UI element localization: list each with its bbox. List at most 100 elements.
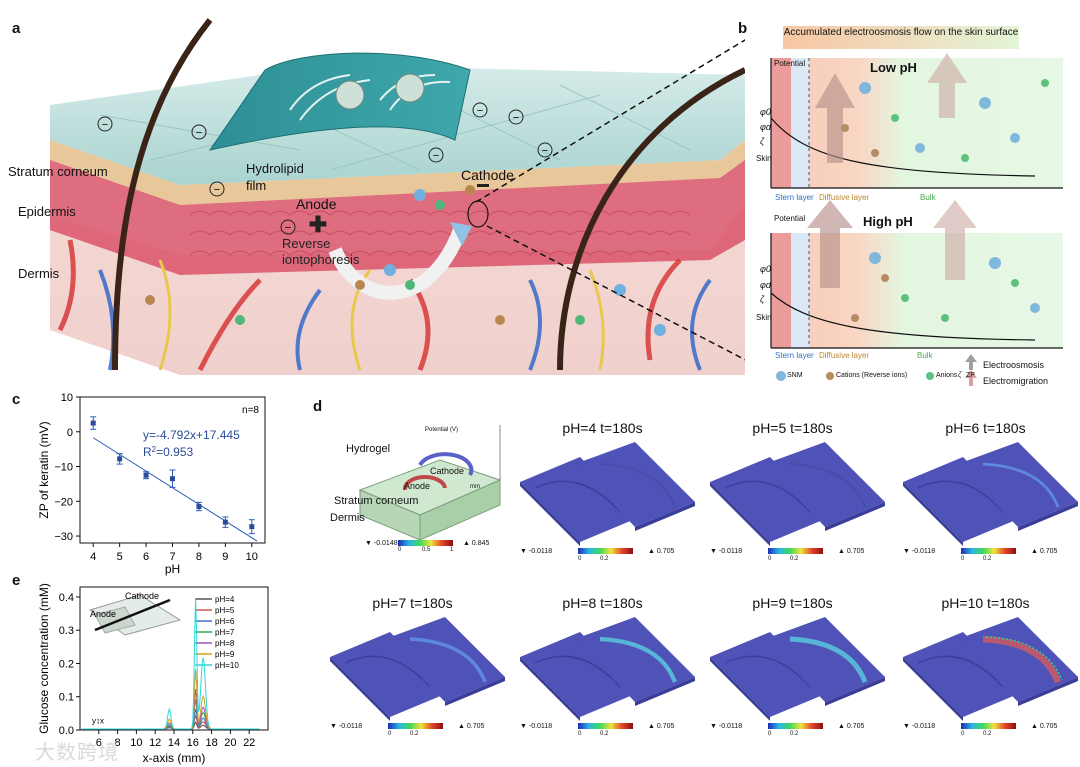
- b-high-bulk: Bulk: [917, 351, 933, 360]
- simulation-colorbar: ▼ -0.0118 0 0.2 ▲ 0.705: [330, 723, 485, 737]
- simulation-render: [520, 442, 695, 546]
- legend-label: pH=6: [215, 617, 235, 626]
- simulation-title: pH=10 t=180s: [941, 595, 1030, 611]
- charge-symbol: −: [477, 105, 483, 117]
- simulation-panel: pH=9 t=180s ▼ -0.0118 0 0.2 ▲ 0.705: [700, 595, 885, 745]
- inset-diagram: Anode Cathode: [88, 591, 182, 636]
- y-axis-title: Glucose concentration (mM): [37, 583, 51, 734]
- right-arc: [599, 636, 678, 683]
- charge-symbol: −: [513, 112, 519, 124]
- glucose-chart: 0.0 0.1 0.2 0.3 0.4 6 8 10 12 14 16 18 20 22 x-axis (m…: [37, 583, 269, 765]
- simulation-panel: pH=7 t=180s ▼ -0.0118 0 0.2 ▲ 0.705: [320, 595, 505, 745]
- simulation-panel: pH=5 t=180s ▼ -0.0118 0 0.2 ▲ 0.705: [700, 420, 885, 570]
- left-slab-edge: [330, 657, 390, 721]
- left-arc: [917, 655, 1004, 688]
- data-point: [90, 420, 96, 426]
- simulation-panel: pH=6 t=180s ▼ -0.0118 0 0.2 ▲ 0.705: [893, 420, 1078, 570]
- y-tick-label: −20: [54, 496, 73, 508]
- x-tick-label: 10: [130, 737, 142, 749]
- d-model-scale2: 1: [450, 547, 454, 553]
- left-slab: [710, 457, 830, 542]
- left-slab-edge: [520, 657, 580, 721]
- d-anode: Anode: [404, 481, 431, 491]
- data-point: [249, 524, 255, 530]
- right-arc: [409, 637, 487, 683]
- data-point: [170, 476, 175, 482]
- simulation-colorbar: ▼ -0.0118 0 0.2 ▲ 0.705: [520, 723, 675, 737]
- y-tick-label: 0.2: [59, 658, 74, 670]
- fit-line: [92, 437, 258, 542]
- x-axis-title: x-axis (mm): [143, 751, 206, 765]
- d-model-max: ▲ 0.845: [463, 540, 490, 547]
- left-slab: [903, 457, 1023, 542]
- x-tick-label: 12: [149, 737, 161, 749]
- data-point: [222, 519, 228, 525]
- y-tick-label: 0: [67, 427, 73, 439]
- simulation-title: pH=9 t=180s: [752, 595, 833, 611]
- b-low-diffusive: Diffusive layer: [819, 193, 870, 202]
- panel-d-label: d: [313, 398, 323, 415]
- data-point: [196, 504, 202, 509]
- b-low-phi0: φ0: [760, 107, 771, 117]
- right-slab-edge: [825, 502, 885, 531]
- right-slab-edge: [1018, 502, 1078, 531]
- left-arc: [344, 655, 431, 688]
- simulation-panel: pH=10 t=180s ▼ -0.0118 0 0.2 ▲ 0.705: [893, 595, 1078, 745]
- right-arc: [599, 463, 676, 508]
- d-stratum: Stratum corneum: [334, 495, 419, 507]
- x-tick-label: 6: [143, 551, 149, 563]
- simulation-title: pH=8 t=180s: [562, 595, 643, 611]
- simulation-render: [710, 442, 885, 546]
- series-line-pH-9: [81, 668, 260, 730]
- charge-symbol: −: [433, 150, 439, 162]
- label-epidermis: Epidermis: [18, 204, 76, 219]
- x-tick-label: 10: [246, 551, 258, 563]
- x-tick-label: 5: [117, 551, 123, 563]
- right-slab-edge: [635, 677, 695, 706]
- simulation-title: pH=7 t=180s: [372, 595, 453, 611]
- legend-zp: ZP: [966, 372, 975, 379]
- b-high-stern: Stern layer: [775, 351, 814, 360]
- b-high-diffusive: Diffusive layer: [819, 351, 870, 360]
- panel-c-label: c: [12, 391, 21, 408]
- left-slab-edge: [710, 482, 770, 546]
- legend-cations: Cations (Reverse ions): [836, 372, 908, 379]
- label-anode: Anode: [296, 196, 337, 212]
- right-arc: [789, 462, 867, 508]
- legend-label: pH=9: [215, 650, 235, 659]
- series-line-pH-10: [81, 598, 260, 730]
- electroosmosis-banner: Accumulated electroosmosis flow on the s…: [783, 26, 1019, 49]
- simulation-colorbar: ▼ -0.0118 0 0.2 ▲ 0.705: [520, 548, 675, 562]
- y-tick-label: 10: [61, 392, 73, 404]
- legend-label: pH=4: [215, 595, 235, 604]
- left-arc: [534, 480, 621, 513]
- d-dermis: Dermis: [330, 512, 365, 524]
- simulation-panel: pH=4 t=180s ▼ -0.0118 0 0.2 ▲ 0.705: [510, 420, 695, 570]
- simulation-title: pH=4 t=180s: [562, 420, 643, 436]
- simulation-panel: pH=8 t=180s ▼ -0.0118 0 0.2 ▲ 0.705: [510, 595, 695, 745]
- legend-label: pH=7: [215, 628, 235, 637]
- legend-zeta-symbol: ζ: [958, 372, 962, 379]
- legend-electroosmosis: Electroosmosis: [983, 360, 1045, 370]
- watermark: 大数跨境: [35, 742, 119, 764]
- right-arc: [982, 462, 1060, 508]
- d-model-colorbar: [398, 540, 453, 546]
- n-annotation: n=8: [242, 405, 259, 416]
- simulation-colorbar: ▼ -0.0118 0 0.2 ▲ 0.705: [710, 723, 865, 737]
- data-point: [143, 472, 149, 478]
- b-low-skin: Skin: [756, 154, 772, 163]
- b-high-zeta: ζ: [760, 294, 765, 304]
- charge-symbol: −: [285, 222, 291, 234]
- simulation-colorbar: ▼ -0.0118 0 0.2 ▲ 0.705: [710, 548, 865, 562]
- left-slab: [903, 632, 1023, 717]
- x-tick-label: 14: [168, 737, 180, 749]
- fit-equation: y=-4.792x+17.445: [143, 428, 240, 442]
- zp-chart: 10 0 −10 −20 −30 4 5 6 7 8 9 10 pH ZP of keratin (mV)…: [37, 392, 266, 576]
- right-arc: [789, 636, 868, 683]
- x-tick-label: 20: [224, 737, 236, 749]
- label-dermis: Dermis: [18, 266, 60, 281]
- inset-cut-line: [94, 598, 171, 632]
- legend-label: pH=10: [215, 661, 239, 670]
- simulation-render: [903, 442, 1078, 546]
- x-tick-label: 7: [169, 551, 175, 563]
